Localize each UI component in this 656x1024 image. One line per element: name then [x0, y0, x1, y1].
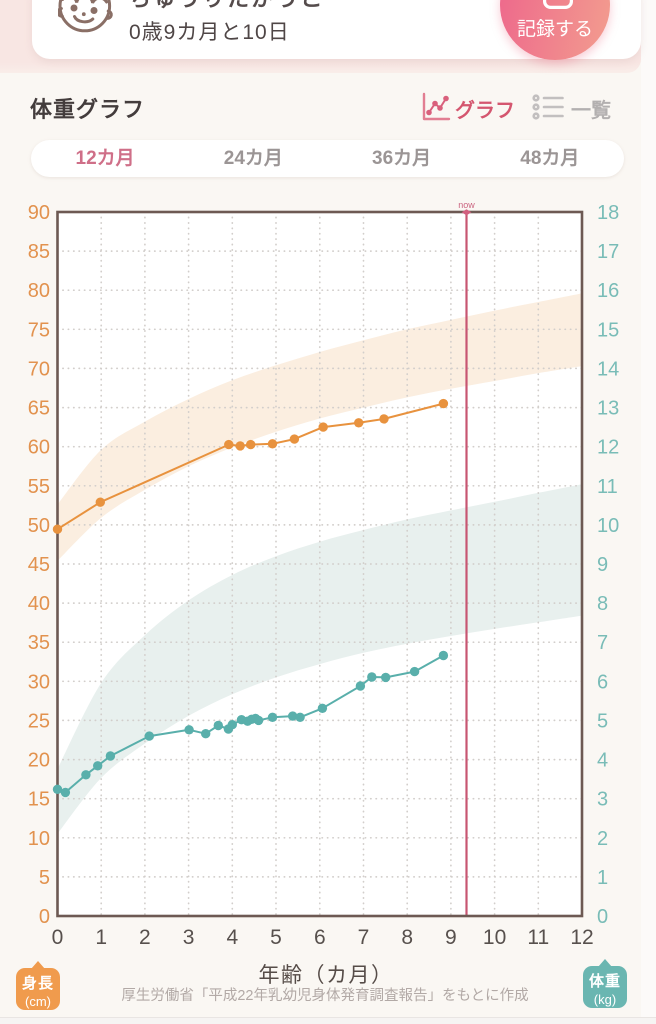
svg-text:40: 40	[28, 593, 50, 615]
svg-text:1: 1	[597, 867, 608, 889]
svg-text:3: 3	[597, 789, 608, 811]
svg-text:9: 9	[597, 554, 608, 576]
svg-text:10: 10	[28, 828, 50, 850]
svg-text:60: 60	[28, 437, 50, 459]
svg-text:8: 8	[401, 926, 413, 949]
svg-text:13: 13	[597, 398, 619, 420]
svg-text:11: 11	[527, 926, 549, 949]
svg-text:30: 30	[28, 671, 50, 693]
svg-text:12: 12	[597, 437, 619, 459]
svg-text:6: 6	[314, 926, 326, 949]
svg-text:2: 2	[139, 926, 151, 949]
svg-text:7: 7	[358, 926, 370, 949]
svg-text:12: 12	[570, 926, 593, 949]
svg-text:16: 16	[597, 280, 619, 302]
svg-text:65: 65	[28, 398, 50, 420]
svg-text:14: 14	[597, 358, 619, 380]
svg-text:10: 10	[597, 515, 619, 537]
svg-text:18: 18	[597, 202, 619, 224]
svg-text:now: now	[458, 200, 475, 210]
svg-text:0: 0	[52, 926, 64, 949]
svg-text:10: 10	[483, 926, 506, 949]
svg-text:45: 45	[28, 554, 50, 576]
svg-text:90: 90	[28, 202, 50, 224]
svg-text:55: 55	[28, 476, 50, 498]
svg-text:4: 4	[226, 926, 238, 949]
svg-text:35: 35	[28, 632, 50, 654]
svg-text:5: 5	[597, 710, 608, 732]
svg-text:17: 17	[597, 241, 619, 263]
svg-text:1: 1	[95, 926, 107, 949]
svg-text:25: 25	[28, 710, 50, 732]
svg-text:50: 50	[28, 515, 50, 537]
svg-text:5: 5	[270, 926, 282, 949]
svg-text:9: 9	[445, 926, 457, 949]
svg-text:75: 75	[28, 319, 50, 341]
svg-text:11: 11	[597, 476, 618, 498]
svg-text:15: 15	[597, 319, 619, 341]
svg-text:85: 85	[28, 241, 50, 263]
svg-text:0: 0	[597, 906, 608, 928]
svg-text:6: 6	[597, 671, 608, 693]
svg-text:20: 20	[28, 750, 50, 772]
svg-text:70: 70	[28, 358, 50, 380]
svg-text:4: 4	[597, 750, 608, 772]
svg-text:3: 3	[183, 926, 195, 949]
svg-text:7: 7	[597, 632, 608, 654]
svg-text:15: 15	[28, 789, 50, 811]
svg-text:0: 0	[39, 906, 50, 928]
svg-text:80: 80	[28, 280, 50, 302]
svg-text:5: 5	[39, 867, 50, 889]
svg-text:8: 8	[597, 593, 608, 615]
svg-text:2: 2	[597, 828, 608, 850]
